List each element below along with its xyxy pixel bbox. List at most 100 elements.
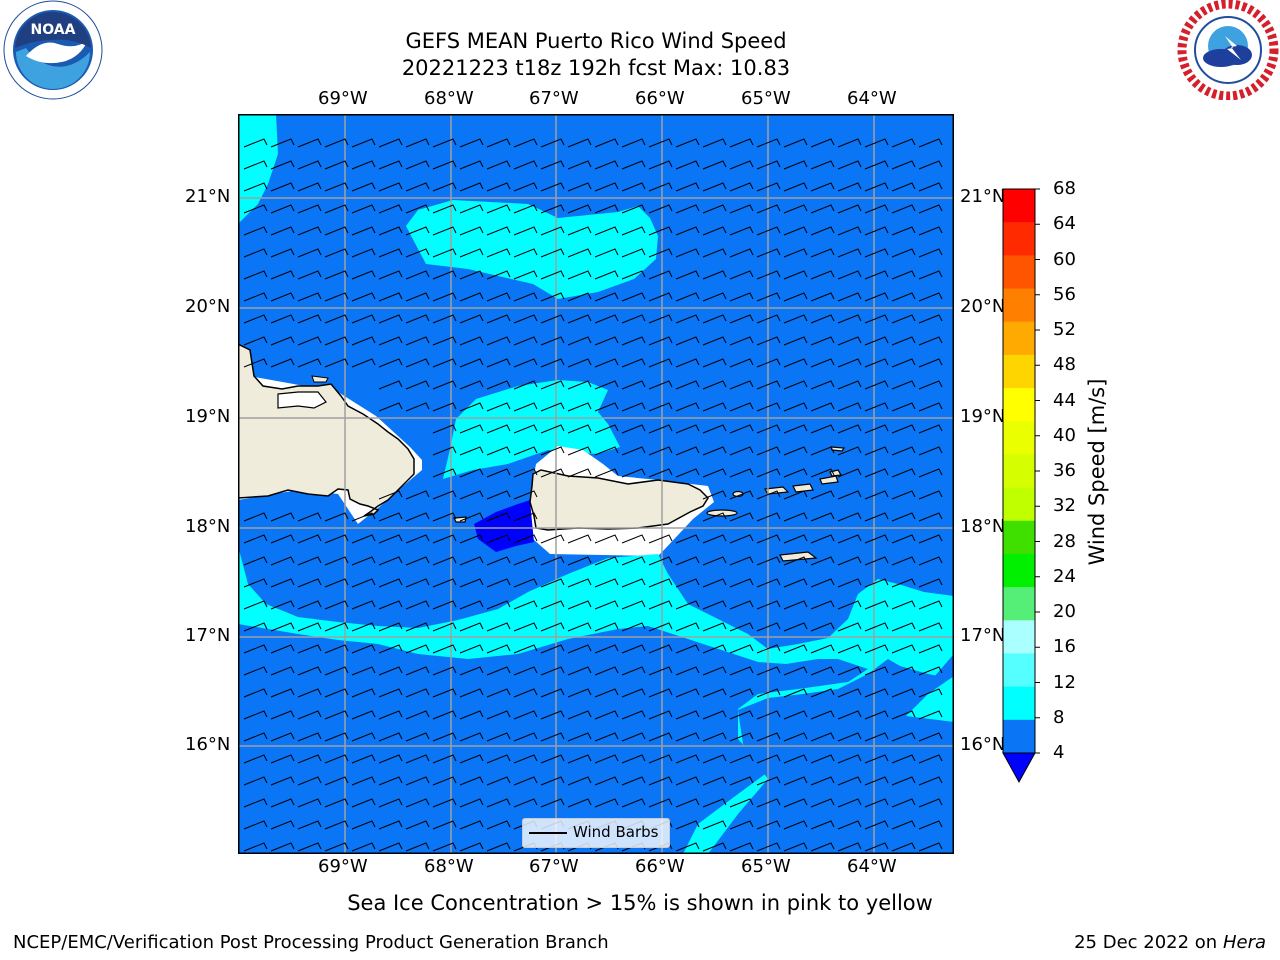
- wind-barb: [378, 622, 403, 632]
- wind-barb: [513, 402, 538, 412]
- wind-barb: [432, 424, 457, 434]
- wind-barb: [648, 468, 673, 478]
- wind-barb: [783, 160, 808, 170]
- wind-barb: [864, 820, 889, 830]
- wind-barb: [675, 204, 700, 214]
- wind-barb: [648, 248, 673, 258]
- wind-barb: [891, 402, 916, 412]
- noaa-logo-text: NOAA: [31, 22, 76, 38]
- wind-barb: [378, 666, 403, 676]
- wind-barb: [243, 688, 268, 698]
- wind-barb: [486, 842, 511, 852]
- wind-barb: [729, 270, 754, 280]
- wind-barb: [810, 468, 835, 478]
- wind-barb: [567, 314, 592, 324]
- wind-barb: [675, 732, 700, 742]
- wind-barb: [621, 380, 646, 390]
- wind-barb: [243, 138, 268, 148]
- wind-barb: [297, 160, 322, 170]
- wind-barb: [702, 600, 727, 610]
- wind-barb: [567, 270, 592, 280]
- wind-barb: [918, 820, 943, 830]
- wind-barb: [540, 754, 565, 764]
- wind-barb: [783, 182, 808, 192]
- wind-barb: [621, 732, 646, 742]
- wind-barb: [270, 842, 295, 852]
- wind-barb: [513, 446, 538, 456]
- wind-barb: [270, 666, 295, 676]
- wind-barb: [810, 358, 835, 368]
- hispaniola-land: [237, 342, 415, 517]
- wind-barb: [351, 776, 376, 786]
- wind-barb: [324, 578, 349, 588]
- wind-barb: [513, 182, 538, 192]
- colorbar-tick-label: 12: [1053, 671, 1076, 693]
- st-thomas-island: [764, 486, 790, 495]
- wind-barb: [810, 336, 835, 346]
- wind-barb: [837, 644, 862, 654]
- wind-barb: [702, 226, 727, 236]
- wind-barb: [621, 270, 646, 280]
- wind-barb: [351, 842, 376, 852]
- wind-barb: [567, 688, 592, 698]
- wind-barb: [648, 578, 673, 588]
- wind-barb: [459, 424, 484, 434]
- wind-barb: [675, 292, 700, 302]
- wind-barb: [351, 226, 376, 236]
- wind-barb: [513, 622, 538, 632]
- wind-barb: [432, 490, 457, 500]
- wind-barb: [918, 468, 943, 478]
- wind-barb: [243, 336, 268, 346]
- wind-barb: [351, 732, 376, 742]
- wind-barb: [756, 600, 781, 610]
- wind-barb: [783, 292, 808, 302]
- wind-barb: [297, 314, 322, 324]
- wind-barb: [405, 644, 430, 654]
- legend-label: Wind Barbs: [573, 823, 659, 841]
- wind-barb: [702, 490, 727, 500]
- wind-barb: [648, 402, 673, 412]
- wind-barb: [675, 600, 700, 610]
- wind-barb: [351, 336, 376, 346]
- wind-barb: [756, 842, 781, 852]
- wind-barb: [270, 292, 295, 302]
- wind-barb: [567, 644, 592, 654]
- wind-barb: [405, 710, 430, 720]
- wind-below-4-region: [474, 500, 534, 552]
- wind-barb: [621, 556, 646, 566]
- wind-barb: [891, 468, 916, 478]
- wind-barb: [729, 248, 754, 258]
- wind-barb: [891, 204, 916, 214]
- wind-barb: [729, 556, 754, 566]
- wind-barb: [864, 248, 889, 258]
- wind-barb: [621, 314, 646, 324]
- wind-barb: [459, 578, 484, 588]
- wind-barb: [432, 358, 457, 368]
- wind-barb: [891, 358, 916, 368]
- wind-barb: [540, 204, 565, 214]
- wind-barb: [432, 336, 457, 346]
- wind-barb: [324, 138, 349, 148]
- colorbar-segment: [1003, 354, 1035, 389]
- wind-barb: [540, 402, 565, 412]
- wind-barb: [729, 688, 754, 698]
- wind-barb: [729, 820, 754, 830]
- noaa-logo: NOAA: [2, 0, 104, 102]
- wind-barb: [243, 600, 268, 610]
- wind-barb: [918, 314, 943, 324]
- wind-barb: [648, 600, 673, 610]
- wind-barb: [378, 710, 403, 720]
- wind-barb: [459, 380, 484, 390]
- wind-barbs-legend: Wind Barbs: [522, 818, 670, 848]
- wind-barb: [729, 578, 754, 588]
- wind-barb: [702, 820, 727, 830]
- wind-barb: [513, 160, 538, 170]
- wind-barb: [378, 182, 403, 192]
- wind-barb: [702, 292, 727, 302]
- wind-barb: [675, 380, 700, 390]
- wind-barb: [486, 138, 511, 148]
- wind-barb: [405, 798, 430, 808]
- wind-barb: [864, 842, 889, 852]
- wind-barb: [729, 666, 754, 676]
- legend-line-icon: [529, 832, 567, 834]
